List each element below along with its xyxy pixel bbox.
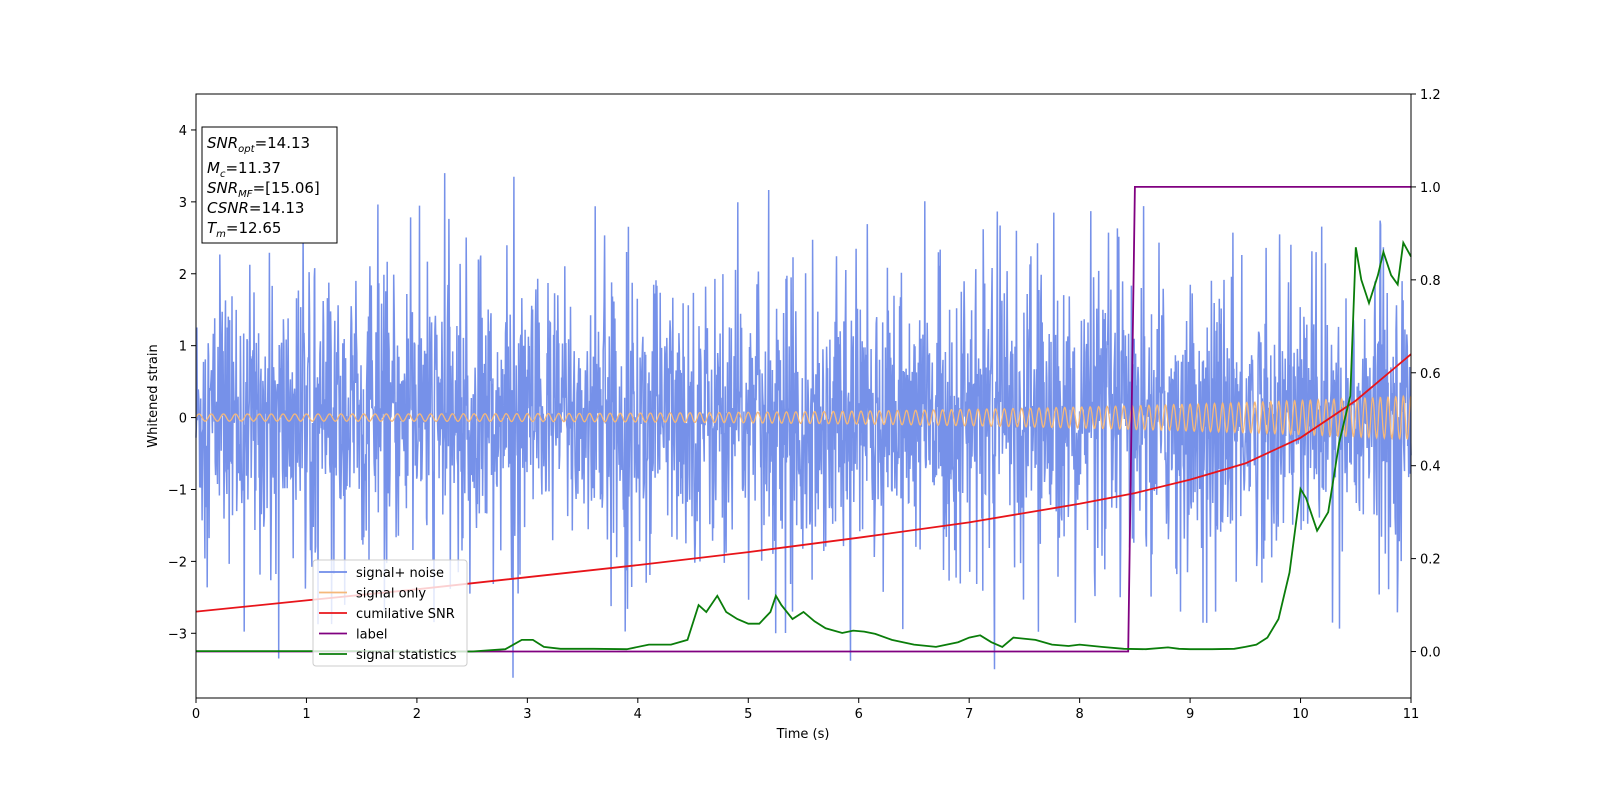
legend-label-signal-only: signal only xyxy=(356,587,426,602)
x-tick-label: 7 xyxy=(965,707,973,722)
x-tick-label: 3 xyxy=(523,707,531,722)
info-key: CSNR xyxy=(207,199,249,217)
series-label xyxy=(196,186,1411,653)
y-left-tick-label: 2 xyxy=(179,268,187,283)
info-box: SNRopt=14.13Mc=11.37SNRMF=[15.06]CSNR=14… xyxy=(201,126,338,244)
series-signal-noise xyxy=(195,173,1412,678)
x-axis-label: Time (s) xyxy=(776,727,830,742)
x-tick-label: 0 xyxy=(192,707,200,722)
info-subscript: m xyxy=(216,229,226,240)
info-subscript: MF xyxy=(238,189,253,200)
x-tick-label: 11 xyxy=(1403,707,1420,722)
info-subscript: c xyxy=(220,169,226,180)
legend-label-label: label xyxy=(356,628,387,643)
y-axis-left: −3 −2 −1 0 1 2 3 4 xyxy=(168,124,196,642)
info-subscript: opt xyxy=(238,144,255,155)
info-key: T xyxy=(207,219,218,237)
legend-label-signal-noise: signal+ noise xyxy=(356,566,444,581)
info-key: SNR xyxy=(207,134,238,152)
y-axis-label: Whitened strain xyxy=(146,344,161,447)
y-right-tick-label: 0.8 xyxy=(1420,274,1441,289)
info-line: Mc=11.37 xyxy=(207,159,281,180)
x-tick-label: 4 xyxy=(634,707,642,722)
info-line: SNRMF=[15.06] xyxy=(207,179,320,200)
info-value: =14.13 xyxy=(249,199,305,217)
legend-frame xyxy=(312,559,468,667)
y-right-tick-label: 0.6 xyxy=(1420,367,1441,382)
info-key: SNR xyxy=(207,179,238,197)
y-left-tick-label: −2 xyxy=(168,555,187,570)
y-right-tick-label: 0.4 xyxy=(1420,460,1441,475)
info-value: =14.13 xyxy=(255,134,311,152)
info-value: =11.37 xyxy=(225,159,281,177)
legend: signal+ noise signal only cumilative SNR la… xyxy=(312,559,468,667)
x-tick-label: 6 xyxy=(855,707,863,722)
y-left-tick-label: −1 xyxy=(168,483,187,498)
x-tick-label: 9 xyxy=(1186,707,1194,722)
y-left-tick-label: 1 xyxy=(179,340,187,355)
y-left-tick-label: 3 xyxy=(179,196,187,211)
series-signal-only xyxy=(195,394,1412,441)
info-line: CSNR=14.13 xyxy=(207,199,304,217)
x-tick-label: 2 xyxy=(413,707,421,722)
y-left-tick-label: −3 xyxy=(168,627,187,642)
y-axis-right: 0.0 0.2 0.4 0.6 0.8 1.0 1.2 xyxy=(1411,88,1441,661)
x-axis: 0 1 2 3 4 5 6 7 8 9 10 11 xyxy=(192,698,1419,722)
y-right-tick-label: 1.0 xyxy=(1420,181,1441,196)
x-tick-label: 5 xyxy=(744,707,752,722)
y-left-tick-label: 4 xyxy=(179,124,187,139)
info-line: SNRopt=14.13 xyxy=(207,134,310,155)
y-left-tick-label: 0 xyxy=(179,412,187,427)
x-tick-label: 1 xyxy=(302,707,310,722)
y-right-tick-label: 0.0 xyxy=(1420,646,1441,661)
info-value: =12.65 xyxy=(226,219,282,237)
x-tick-label: 8 xyxy=(1075,707,1083,722)
series-signal-statistics xyxy=(196,239,1412,653)
info-box-frame xyxy=(201,126,338,244)
x-tick-label: 10 xyxy=(1292,707,1309,722)
legend-label-signal-statistics: signal statistics xyxy=(356,648,457,663)
info-key: M xyxy=(207,159,220,177)
axes-frame xyxy=(195,93,1412,699)
legend-label-cumilative-snr: cumilative SNR xyxy=(356,607,455,622)
y-right-tick-label: 1.2 xyxy=(1420,88,1441,103)
y-right-tick-label: 0.2 xyxy=(1420,553,1441,568)
info-value: =[15.06] xyxy=(253,179,320,197)
info-line: Tm=12.65 xyxy=(207,219,281,240)
